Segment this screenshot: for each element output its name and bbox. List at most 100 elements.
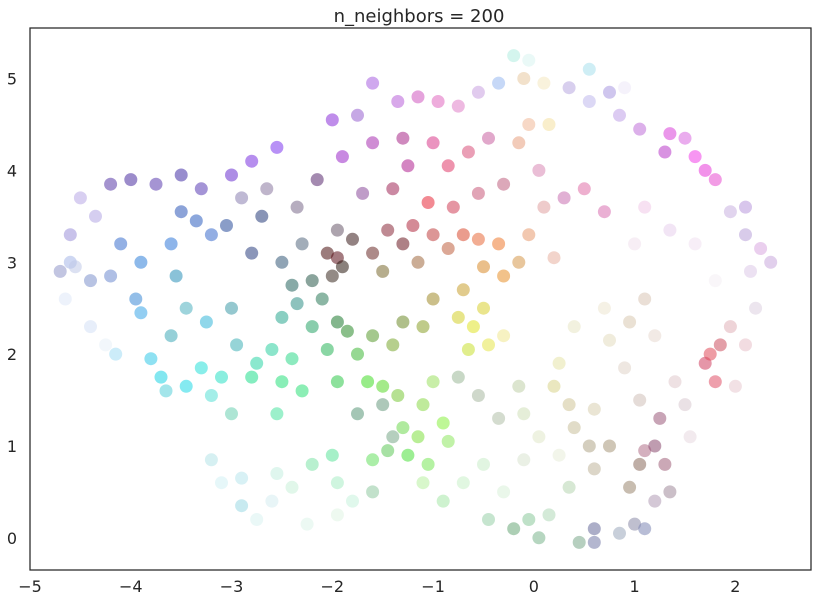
data-point (204, 228, 218, 242)
data-point (628, 517, 642, 531)
data-point (285, 352, 299, 366)
data-point (330, 315, 344, 329)
data-point (305, 320, 319, 334)
data-point (512, 136, 526, 150)
data-point (391, 389, 405, 402)
data-point (235, 191, 249, 205)
data-point (114, 237, 128, 251)
data-point (134, 306, 148, 320)
data-point (305, 457, 319, 471)
data-point (89, 209, 102, 223)
data-point (260, 182, 274, 196)
data-point (683, 430, 697, 444)
data-point (351, 347, 364, 361)
data-point (688, 237, 702, 251)
data-point (179, 301, 193, 315)
data-point (471, 186, 485, 200)
data-point (456, 283, 470, 297)
data-point (532, 531, 546, 545)
data-point (366, 246, 380, 260)
data-point (330, 476, 344, 490)
data-point (708, 173, 722, 187)
data-point (220, 219, 233, 232)
data-point (587, 522, 601, 536)
data-point (648, 494, 662, 508)
data-point (618, 81, 632, 95)
data-point (582, 95, 596, 108)
data-point (492, 237, 506, 251)
data-point (250, 356, 264, 370)
data-point (517, 407, 531, 421)
data-point (290, 297, 304, 311)
data-point (340, 324, 354, 338)
data-point (613, 526, 626, 540)
y-tick-label: 4 (7, 161, 17, 180)
data-point (73, 191, 87, 205)
chart-title: n_neighbors = 200 (334, 6, 505, 27)
data-point (225, 301, 238, 315)
data-point (194, 182, 208, 196)
data-point (109, 347, 123, 361)
data-point (512, 379, 526, 393)
data-point (310, 173, 324, 187)
data-point (154, 370, 168, 384)
data-point (265, 343, 279, 356)
data-point (547, 251, 561, 265)
data-point (275, 255, 289, 269)
data-point (688, 150, 702, 164)
data-point (376, 264, 390, 278)
data-point (492, 411, 506, 425)
y-tick-label: 1 (7, 437, 17, 456)
data-point (149, 177, 163, 191)
data-point (522, 118, 536, 131)
data-point (663, 127, 677, 141)
data-point (411, 430, 425, 444)
data-point (723, 320, 737, 334)
data-point (497, 485, 511, 499)
data-point (366, 453, 380, 467)
data-point (406, 219, 420, 232)
data-point (245, 154, 259, 168)
data-point (275, 310, 289, 324)
data-points (53, 49, 778, 549)
data-point (542, 508, 556, 522)
data-point (330, 375, 344, 389)
data-point (461, 343, 475, 356)
data-point (522, 228, 536, 242)
data-point (436, 416, 450, 430)
data-point (658, 457, 672, 471)
data-point (245, 370, 259, 384)
data-point (456, 228, 470, 242)
data-point (426, 136, 440, 150)
data-point (366, 485, 380, 499)
x-tick-label: 2 (730, 577, 740, 596)
data-point (708, 375, 722, 389)
data-point (265, 494, 279, 508)
data-point (204, 389, 218, 402)
y-tick-label: 0 (7, 529, 17, 548)
data-point (658, 145, 672, 159)
data-point (587, 402, 601, 416)
data-point (295, 237, 309, 251)
data-point (144, 352, 158, 366)
data-point (517, 453, 531, 467)
data-point (68, 260, 82, 274)
data-point (754, 242, 768, 255)
data-point (613, 108, 626, 122)
data-point (129, 292, 143, 306)
data-point (391, 95, 405, 108)
data-point (320, 246, 334, 260)
data-point (275, 375, 289, 389)
data-point (421, 457, 435, 471)
data-point (431, 95, 445, 108)
data-point (482, 131, 495, 145)
data-point (492, 76, 506, 90)
data-point (164, 329, 178, 343)
data-point (542, 118, 556, 131)
data-point (764, 255, 778, 269)
data-point (638, 292, 652, 306)
data-point (53, 264, 67, 278)
data-point (471, 389, 485, 402)
data-point (381, 444, 395, 458)
data-point (557, 191, 571, 205)
